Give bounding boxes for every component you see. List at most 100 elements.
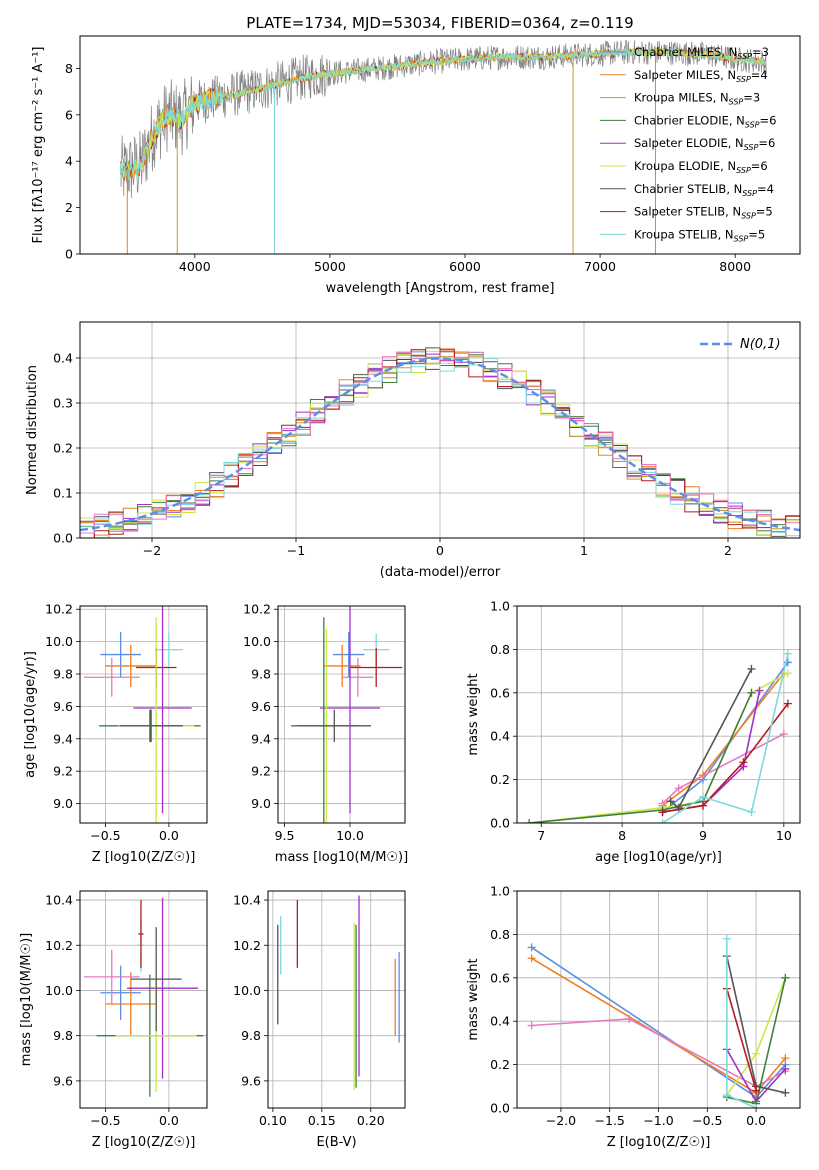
mass_weight_vs_Z-ylabel: mass weight xyxy=(466,958,481,1040)
residual_histogram-panel: −2 −1 0 1 2 0.0 0.1 0.2 0.3 0.4 (data-model)/error… xyxy=(25,321,801,580)
y-tick-label: 9.6 xyxy=(53,699,73,714)
y-tick-label: 9.4 xyxy=(251,731,271,746)
mass_weight_vs_Z-xlabel: Z [log10(Z/Z☉)] xyxy=(607,1135,711,1150)
x-tick-label: 0.0 xyxy=(746,1113,766,1128)
residual_histogram-xlabel: (data-model)/error xyxy=(380,565,501,580)
series-marker xyxy=(747,688,756,697)
x-tick-label: −1.5 xyxy=(595,1113,625,1128)
errorbar-point xyxy=(323,644,361,687)
errorbar-point xyxy=(105,972,157,1036)
y-tick-label: 10.0 xyxy=(233,983,261,998)
series-line xyxy=(529,672,789,823)
mass_vs_Z-plot-area xyxy=(80,891,207,1108)
age_vs_mass-frame xyxy=(277,605,406,824)
x-tick-label: 0.0 xyxy=(159,1113,179,1128)
spectrum-frame xyxy=(79,35,801,255)
y-tick-label: 9.2 xyxy=(53,764,73,779)
mass_weight_vs_age-xlabel: age [log10(age/yr)] xyxy=(595,850,722,865)
y-tick-label: 0.4 xyxy=(490,729,510,744)
series-marker xyxy=(747,808,756,817)
y-tick-label: 2 xyxy=(65,200,73,215)
y-tick-label: 9.8 xyxy=(251,667,271,682)
mass_vs_ebv-frame xyxy=(267,890,406,1109)
y-tick-label: 10.4 xyxy=(233,893,261,908)
y-tick-label: 0.4 xyxy=(490,1014,510,1029)
spectrum-xlabel: wavelength [Angstrom, rest frame] xyxy=(326,281,555,296)
y-tick-label: 9.8 xyxy=(53,667,73,682)
mass-weight-series xyxy=(658,649,792,823)
series-marker xyxy=(783,699,792,708)
y-tick-label: 0.6 xyxy=(490,970,510,985)
y-tick-label: 0.2 xyxy=(490,772,510,787)
x-tick-label: 0 xyxy=(436,543,444,558)
y-tick-label: 4 xyxy=(65,154,73,169)
x-tick-label: −1 xyxy=(287,543,305,558)
spectrum-plot-area xyxy=(120,39,767,254)
errorbar-point xyxy=(138,900,144,968)
series-marker xyxy=(674,784,683,793)
series-marker xyxy=(752,1049,761,1058)
legend-label: Kroupa STELIB, NSSP=5 xyxy=(634,227,765,243)
y-tick-label: 10.2 xyxy=(45,602,73,617)
series-line xyxy=(726,988,757,1091)
mass_weight_vs_age-plot-area xyxy=(517,606,800,823)
y-tick-label: 10.0 xyxy=(243,634,271,649)
errorbar-point xyxy=(133,606,192,814)
series-marker xyxy=(658,808,667,817)
mass_weight_vs_Z-plot-area xyxy=(517,891,800,1108)
series-marker xyxy=(779,730,788,739)
errorbar-point xyxy=(130,927,182,1032)
series-marker xyxy=(739,758,748,767)
spectrum-data-line xyxy=(120,39,767,199)
x-tick-label: −2 xyxy=(143,543,161,558)
x-tick-label: 0.10 xyxy=(259,1113,287,1128)
spectrum-ylabel: Flux [fλ10⁻¹⁷ erg cm⁻² s⁻¹ A⁻¹] xyxy=(31,47,46,244)
series-marker xyxy=(525,819,534,823)
x-tick-label: 8000 xyxy=(719,259,751,274)
series-marker xyxy=(783,669,792,678)
age_vs_mass-xlabel: mass [log10(M/M☉)] xyxy=(275,850,408,865)
series-marker xyxy=(752,1104,761,1108)
y-tick-label: 0.0 xyxy=(53,531,73,546)
y-tick-label: 0.8 xyxy=(490,642,510,657)
y-tick-label: 1.0 xyxy=(490,884,510,899)
x-tick-label: 10.0 xyxy=(336,828,364,843)
age_vs_Z-xlabel: Z [log10(Z/Z☉)] xyxy=(92,850,196,865)
legend-label: N(0,1) xyxy=(740,337,781,352)
age_vs_mass-plot-area xyxy=(278,606,405,823)
y-tick-label: 9.6 xyxy=(241,1073,261,1088)
y-tick-label: 1.0 xyxy=(490,599,510,614)
series-line xyxy=(661,733,785,805)
errorbar-point xyxy=(332,631,365,678)
series-marker xyxy=(527,954,536,963)
y-tick-label: 0.3 xyxy=(53,396,73,411)
errorbar-point xyxy=(100,965,141,1020)
age_vs_mass-panel: 9.5 10.0 9.0 9.2 9.4 9.6 9.8 10.0 10.2 mass [log1… xyxy=(243,602,408,865)
series-marker xyxy=(783,649,792,658)
x-tick-label: 6000 xyxy=(449,259,481,274)
errorbar-point xyxy=(83,949,140,1005)
y-tick-label: 9.2 xyxy=(251,764,271,779)
legend-label: Kroupa MILES, NSSP=3 xyxy=(634,91,760,107)
y-tick-label: 10.0 xyxy=(45,983,73,998)
series-marker xyxy=(722,1090,731,1099)
y-tick-label: 10.4 xyxy=(45,893,73,908)
errorbar-point xyxy=(154,633,183,666)
y-tick-label: 9.8 xyxy=(241,1028,261,1043)
mass_weight_vs_Z-panel: −2.0 −1.5 −1.0 −0.5 0.0 0.0 0.2 0.4 0.6 0.8 1.0 Z [… xyxy=(466,884,801,1150)
series-line xyxy=(531,1018,786,1088)
series-line xyxy=(662,653,789,823)
errorbar-point xyxy=(342,657,374,697)
x-tick-label: 5000 xyxy=(314,259,346,274)
histogram-legend: N(0,1) xyxy=(700,337,781,352)
x-tick-label: −2.0 xyxy=(546,1113,576,1128)
series-marker xyxy=(781,1088,790,1097)
y-tick-label: 10.2 xyxy=(243,602,271,617)
histogram-step-line xyxy=(80,351,800,538)
y-tick-label: 8 xyxy=(65,61,73,76)
x-tick-label: 0.0 xyxy=(159,828,179,843)
age_vs_Z-frame xyxy=(79,605,208,824)
errorbar-point xyxy=(100,631,141,678)
series-marker xyxy=(781,1054,790,1063)
